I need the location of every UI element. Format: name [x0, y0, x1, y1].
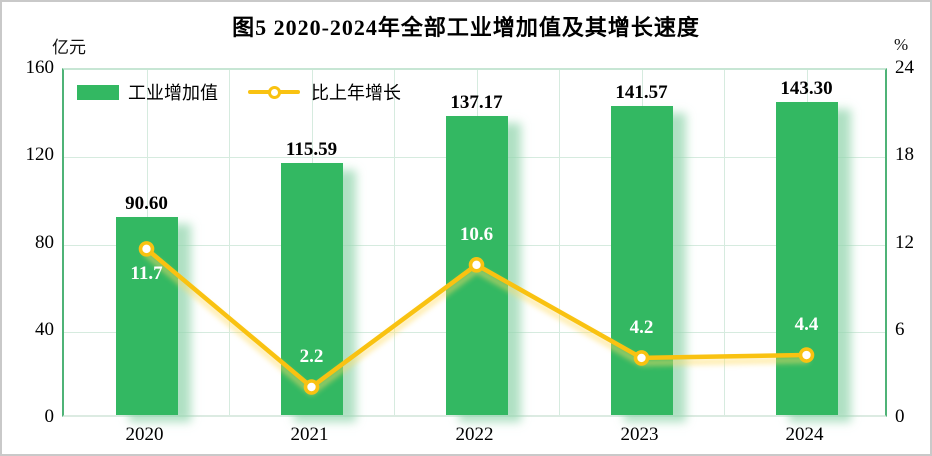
bar-value-label-2023: 141.57 [615, 82, 668, 104]
y-tick-left-40: 40 [35, 318, 54, 340]
line-marker-2021 [303, 379, 320, 395]
gridline-vertical [724, 70, 725, 415]
legend: 工业增加值 比上年增长 [77, 79, 401, 105]
bar-value-label-2021: 115.59 [285, 138, 338, 160]
gridline-vertical [229, 70, 230, 415]
right-axis-unit-label: % [894, 35, 909, 54]
line-value-label-2020: 11.7 [130, 262, 163, 284]
line-marker-2020 [138, 241, 155, 257]
y-tick-left-80: 80 [35, 231, 54, 253]
legend-circle-marker-icon [267, 85, 281, 99]
plot-area: 90.60 115.59 137.17 141.57 143.30 11.7 2.2 10.6… [62, 68, 887, 417]
line-value-label-2023: 4.2 [629, 316, 654, 338]
y-tick-right-18: 18 [895, 144, 914, 166]
left-axis-tick-labels: 160 120 80 40 0 [2, 57, 55, 427]
x-tick-2021: 2021 [290, 424, 329, 445]
line-marker-2023 [633, 350, 650, 366]
y-tick-right-0: 0 [895, 406, 905, 427]
y-tick-left-160: 160 [25, 57, 55, 78]
x-tick-2020: 2020 [125, 424, 164, 445]
x-tick-2024: 2024 [785, 424, 824, 445]
y-tick-right-6: 6 [895, 318, 905, 340]
line-marker-2022 [468, 257, 485, 273]
growth-line-chart [138, 241, 815, 396]
x-tick-2023: 2023 [620, 424, 659, 445]
x-axis-tick-labels: 2020 2021 2022 2023 2024 [62, 424, 887, 450]
gridline-vertical [559, 70, 560, 415]
legend-label-industrial-value: 工业增加值 [128, 83, 218, 103]
legend-line-marker-icon [248, 85, 300, 99]
y-tick-left-120: 120 [25, 144, 55, 166]
line-value-label-2021: 2.2 [299, 346, 324, 367]
line-value-label-2024: 4.4 [794, 314, 819, 336]
bar-value-label-2024: 143.30 [780, 78, 833, 100]
left-axis-unit-label: 亿元 [52, 38, 86, 57]
y-tick-right-24: 24 [895, 57, 914, 78]
legend-label-growth-rate: 比上年增长 [311, 83, 401, 103]
gridline-vertical [394, 70, 395, 415]
bar-value-label-2020: 90.60 [125, 193, 168, 215]
bar-value-label-2022: 137.17 [450, 91, 503, 113]
chart-title: 图5 2020-2024年全部工业增加值及其增长速度 [232, 15, 700, 40]
y-tick-right-12: 12 [895, 231, 914, 253]
legend-bar-swatch-icon [77, 84, 119, 100]
x-tick-2022: 2022 [455, 424, 494, 445]
y-tick-left-0: 0 [44, 406, 55, 427]
line-value-label-2022: 10.6 [459, 223, 494, 245]
line-marker-2024 [798, 347, 815, 363]
right-axis-tick-labels: 24 18 12 6 0 [895, 57, 930, 427]
